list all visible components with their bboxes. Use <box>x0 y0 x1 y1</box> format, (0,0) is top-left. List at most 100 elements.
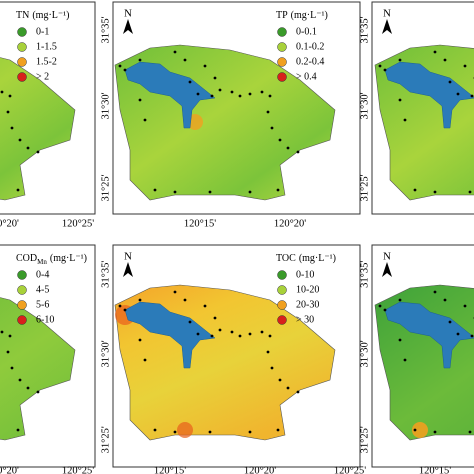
sample-site <box>173 290 177 294</box>
north-arrow <box>382 262 392 277</box>
legend-label: 10-20 <box>296 284 319 295</box>
sample-site <box>286 386 290 390</box>
sample-site <box>26 146 30 150</box>
sample-site <box>383 68 387 72</box>
panel-frame <box>112 1 361 215</box>
sample-site <box>18 378 22 382</box>
sample-site <box>138 58 142 62</box>
sample-site <box>138 298 142 302</box>
sample-site <box>208 430 212 434</box>
sample-site <box>398 338 402 342</box>
sample-site <box>138 338 142 342</box>
legend-label: 0.1-0.2 <box>296 41 324 52</box>
sample-site <box>248 190 252 194</box>
legend-label: 0-0.1 <box>296 26 317 37</box>
sample-site <box>276 188 280 192</box>
legend-title: TP (mg·L⁻¹) <box>276 10 328 21</box>
sample-site <box>0 330 4 334</box>
legend-label: 0-10 <box>296 269 314 280</box>
sample-site <box>118 64 122 68</box>
sample-site <box>248 430 252 434</box>
sample-site <box>378 64 382 68</box>
sample-site <box>238 334 242 338</box>
sample-site <box>278 378 282 382</box>
sample-site <box>143 118 147 122</box>
sample-site <box>18 138 22 142</box>
sample-site <box>456 332 460 336</box>
map <box>0 57 76 201</box>
y-tick-label: 31°35' <box>359 16 370 43</box>
sample-site <box>6 350 10 354</box>
sample-site <box>238 94 242 98</box>
x-tick-label: 120°15' <box>184 218 216 229</box>
legend-title: TOC (mg·L⁻¹) <box>276 253 336 264</box>
y-tick-label: 31°30' <box>100 340 111 367</box>
legend-title-name: COD <box>16 253 37 264</box>
sample-site <box>270 126 274 130</box>
region <box>0 57 76 201</box>
y-tick-label: 31°25' <box>100 426 111 453</box>
sample-site <box>36 390 40 394</box>
x-tick-label: 0°20' <box>0 465 19 474</box>
legend-title: TN (mg·L⁻¹) <box>16 10 70 21</box>
legend-swatch <box>17 27 27 37</box>
sample-site <box>196 332 200 336</box>
x-tick-label: 0°20' <box>0 218 19 229</box>
sample-site <box>188 320 192 324</box>
sample-site <box>118 304 122 308</box>
legend-title-unit: (mg·L⁻¹) <box>291 10 328 21</box>
y-tick-label: 31°35' <box>100 16 111 43</box>
legend-swatch <box>17 285 27 295</box>
sample-site <box>433 190 437 194</box>
legend-label: 4-5 <box>36 284 49 295</box>
lake <box>124 61 216 129</box>
sample-site <box>268 334 272 338</box>
north-label: N <box>383 8 391 20</box>
map <box>374 284 474 441</box>
y-tick-label: 31°25' <box>100 174 111 201</box>
legend-swatch <box>17 72 27 82</box>
legend-swatch <box>277 27 287 37</box>
map <box>0 297 76 441</box>
map-panel <box>0 57 76 201</box>
legend-swatch <box>17 315 27 325</box>
sample-site <box>196 92 200 96</box>
hotspot <box>412 422 428 438</box>
region <box>0 297 76 441</box>
sample-site <box>143 358 147 362</box>
sample-site <box>260 330 264 334</box>
x-tick-label: 120°25' <box>62 218 94 229</box>
sample-site <box>403 358 407 362</box>
sample-site <box>210 94 214 98</box>
sample-site <box>10 366 14 370</box>
sample-site <box>266 350 270 354</box>
map-panel <box>0 297 76 441</box>
legend-swatch <box>277 42 287 52</box>
sample-site <box>183 58 187 62</box>
sample-site <box>276 428 280 432</box>
sample-site <box>213 76 217 80</box>
sample-site <box>413 428 417 432</box>
legend-swatch <box>17 270 27 280</box>
sample-site <box>433 290 437 294</box>
sample-site <box>456 92 460 96</box>
legend-label: 1-1.5 <box>36 41 57 52</box>
sample-site <box>218 88 222 92</box>
sample-site <box>468 430 472 434</box>
y-tick-label: 31°30' <box>359 340 370 367</box>
sample-site <box>248 332 252 336</box>
sample-site <box>448 320 452 324</box>
legend-swatch <box>277 315 287 325</box>
x-tick-label: 120°25' <box>334 465 366 474</box>
sample-site <box>443 298 447 302</box>
sample-site <box>8 334 12 338</box>
x-tick-label: 120°25' <box>62 465 94 474</box>
sample-site <box>123 308 127 312</box>
x-tick-label: 120°20' <box>274 218 306 229</box>
legend-swatch <box>17 300 27 310</box>
legend-label: 5-6 <box>36 299 49 310</box>
legend-title-subscript: Mn <box>37 258 47 266</box>
legend-swatch <box>277 270 287 280</box>
sample-site <box>6 110 10 114</box>
legend-swatch <box>277 57 287 67</box>
